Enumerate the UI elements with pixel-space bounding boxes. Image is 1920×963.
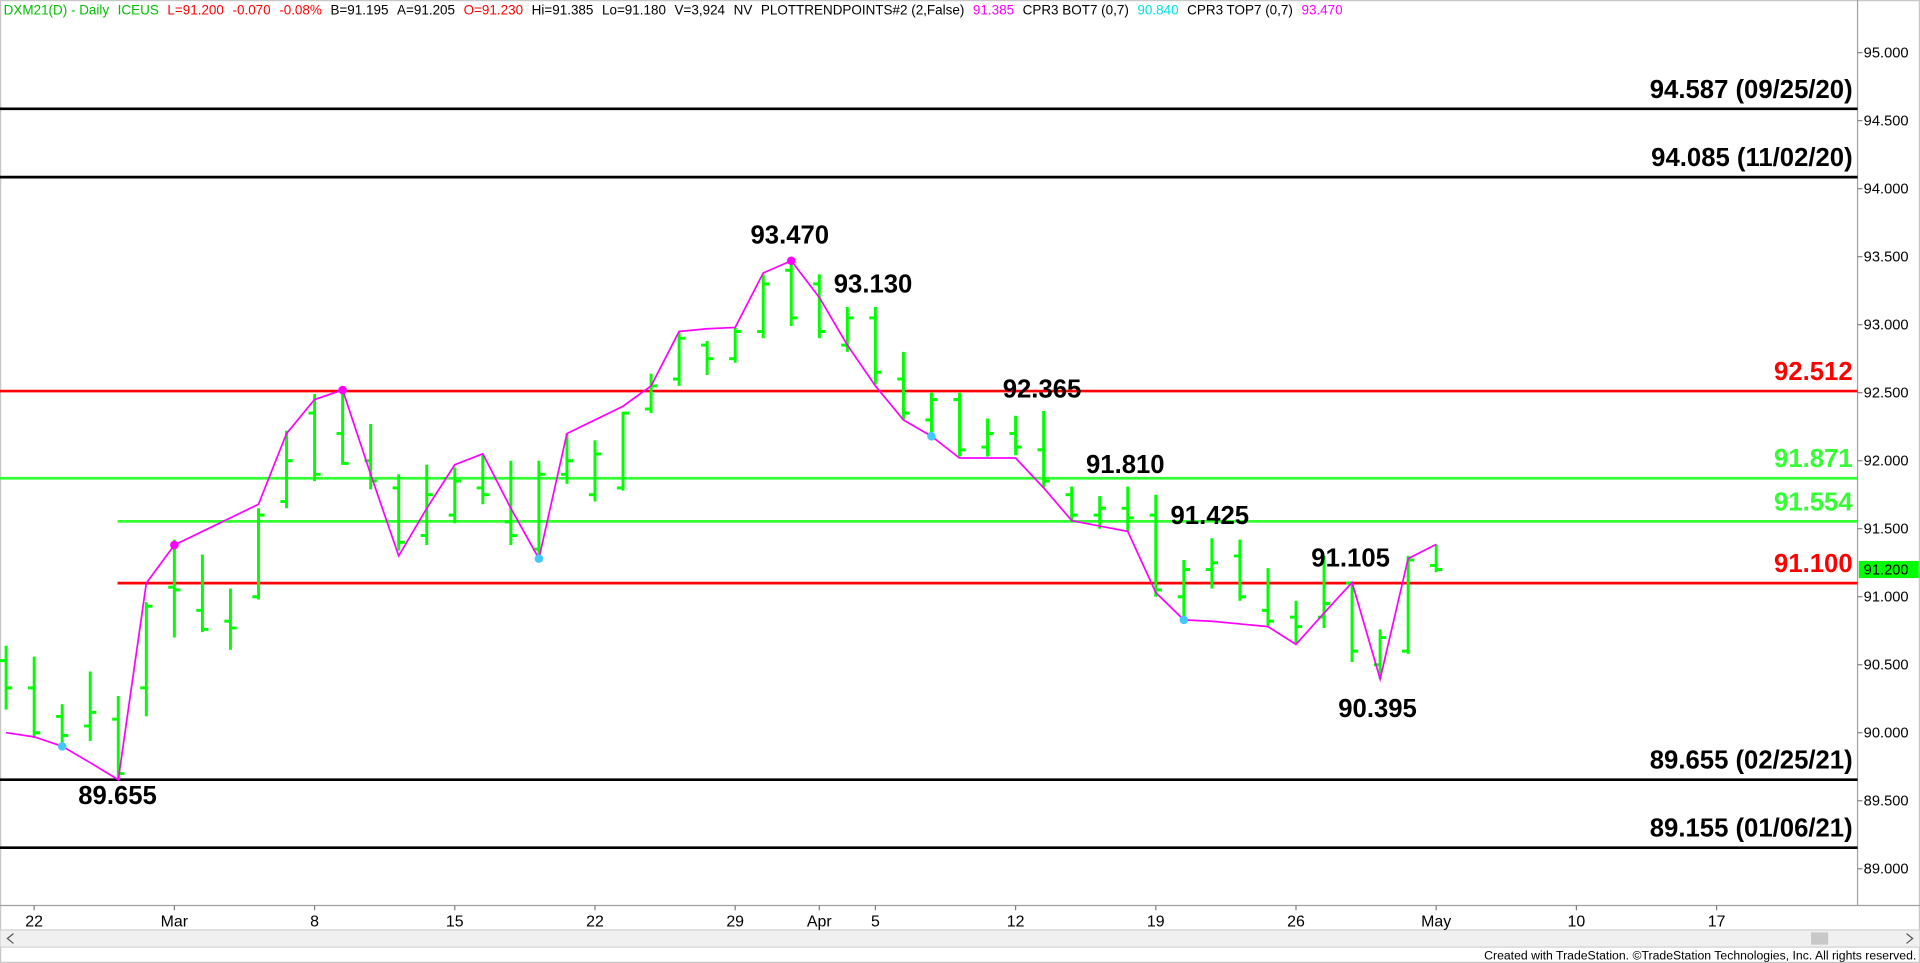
pivot-point [534, 554, 544, 563]
x-tick-label: Apr [807, 913, 832, 930]
y-tick-label: 89.500 [1864, 794, 1909, 810]
header-item: 90.840 [1137, 3, 1178, 18]
y-tick-label: 90.500 [1864, 658, 1909, 674]
header-item: 91.385 [973, 3, 1014, 18]
x-tick-label: 12 [1007, 913, 1025, 930]
header-item: -0.08% [279, 3, 322, 18]
header-item: -0.070 [232, 3, 270, 18]
scrollbar[interactable] [0, 929, 1920, 948]
x-tick-label: May [1421, 913, 1451, 930]
level-label: 92.512 [1774, 358, 1853, 386]
y-tick-label: 94.500 [1864, 114, 1909, 130]
x-tick-label: 5 [871, 913, 880, 930]
last-price-label: 91.200 [1864, 562, 1909, 578]
y-tick-label: 94.000 [1864, 182, 1909, 198]
x-tick-label: 22 [25, 913, 43, 930]
header-item: Lo=91.180 [602, 3, 666, 18]
level-label: 89.155 (01/06/21) [1650, 815, 1853, 843]
y-tick-label: 91.000 [1864, 590, 1909, 606]
header-item: Hi=91.385 [532, 3, 594, 18]
header-item: ICEUS [118, 3, 159, 18]
pivot-point [338, 385, 347, 395]
x-tick-label: 26 [1287, 913, 1305, 930]
x-tick-label: 22 [586, 913, 604, 930]
scroll-left[interactable] [6, 933, 14, 944]
trendline [5, 259, 1437, 782]
y-tick-label: 89.000 [1864, 862, 1909, 878]
annotation: 92.365 [1003, 376, 1082, 404]
x-tick-label: 8 [310, 913, 319, 930]
x-tick-label: 29 [726, 913, 744, 930]
annotation: 91.425 [1170, 502, 1249, 530]
x-tick-label: Mar [161, 913, 189, 930]
header-item: DXM21(D) - Daily [4, 3, 110, 18]
footer: Created with TradeStation. ©TradeStation… [1484, 948, 1916, 962]
last-price-box [1858, 560, 1919, 579]
y-tick-label: 95.000 [1864, 46, 1909, 62]
y-tick-label: 92.000 [1864, 454, 1909, 470]
x-tick-label: 10 [1568, 913, 1586, 930]
header-item: PLOTTRENDPOINTS#2 (2,False) [761, 3, 964, 18]
level-label: 91.100 [1774, 550, 1853, 578]
level-label: 94.587 (09/25/20) [1650, 76, 1853, 104]
scrollbar-thumb[interactable] [1811, 932, 1829, 945]
header-item: O=91.230 [464, 3, 523, 18]
y-tick-label: 92.500 [1864, 386, 1909, 402]
annotation: 90.395 [1338, 695, 1417, 723]
header-item: NV [734, 3, 753, 18]
header-item: CPR3 TOP7 (0,7) [1187, 3, 1293, 18]
annotation: 93.130 [834, 270, 913, 298]
y-tick-label: 93.500 [1864, 250, 1909, 266]
x-tick-label: 19 [1147, 913, 1165, 930]
pivot-point [170, 540, 179, 550]
annotation: 89.655 [78, 782, 157, 810]
annotation: 91.810 [1086, 451, 1165, 479]
header-item: CPR3 BOT7 (0,7) [1023, 3, 1129, 18]
header-item: L=91.200 [167, 3, 224, 18]
pivot-point [927, 431, 936, 441]
x-tick-label: 15 [446, 913, 464, 930]
level-label: 89.655 (02/25/21) [1650, 747, 1853, 775]
pivot-point [786, 256, 796, 266]
x-tick-label: 17 [1708, 913, 1726, 930]
header-item: B=91.195 [330, 3, 388, 18]
y-tick-label: 90.000 [1864, 726, 1909, 742]
header-item: V=3,924 [675, 3, 726, 18]
pivot-point [1179, 615, 1189, 625]
annotation: 91.105 [1311, 545, 1390, 573]
header-item: A=91.205 [397, 3, 455, 18]
level-label: 94.085 (11/02/20) [1651, 144, 1852, 172]
scroll-right[interactable] [1906, 933, 1914, 944]
y-tick-label: 91.500 [1864, 522, 1909, 538]
level-label: 91.871 [1774, 445, 1853, 473]
y-tick-label: 93.000 [1864, 318, 1909, 334]
annotation: 93.470 [750, 222, 829, 250]
header-item: 93.470 [1301, 3, 1342, 18]
level-label: 91.554 [1774, 488, 1853, 516]
pivot-point [57, 742, 67, 751]
